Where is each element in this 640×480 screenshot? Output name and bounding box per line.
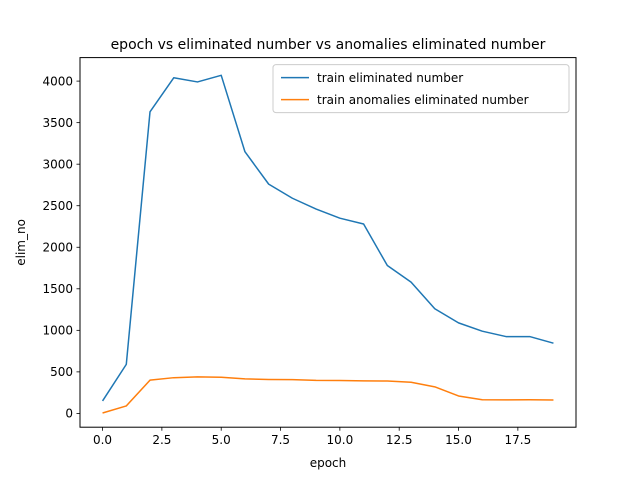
- y-tick-label: 500: [50, 365, 73, 379]
- x-axis: 0.0 2.5 5.0 7.5 10.0 12.5 15.0 17.5: [93, 427, 531, 447]
- x-tick-label: 5.0: [212, 433, 231, 447]
- x-axis-label: epoch: [310, 456, 347, 470]
- x-tick-label: 17.5: [504, 433, 531, 447]
- legend-label: train eliminated number: [317, 71, 463, 85]
- chart-title: epoch vs eliminated number vs anomalies …: [111, 37, 546, 53]
- y-tick-label: 0: [65, 407, 73, 421]
- x-tick-label: 7.5: [271, 433, 290, 447]
- series-line-0: [101, 74, 554, 402]
- series-layer: [101, 74, 554, 414]
- y-tick-label: 3000: [42, 157, 73, 171]
- y-tick-label: 1000: [42, 324, 73, 338]
- y-tick-label: 3500: [42, 116, 73, 130]
- plot-area: [79, 57, 577, 428]
- y-tick-label: 4000: [42, 74, 73, 88]
- x-tick-label: 15.0: [445, 433, 472, 447]
- x-tick-label: 2.5: [152, 433, 171, 447]
- x-tick-label: 10.0: [327, 433, 354, 447]
- y-axis-label: elim_no: [14, 219, 28, 266]
- legend-label: train anomalies eliminated number: [317, 93, 529, 107]
- y-tick-label: 2000: [42, 241, 73, 255]
- y-axis: 0 500 1000 1500 2000 2500 3000 3500 4000: [42, 74, 80, 421]
- series-line-1: [102, 376, 554, 414]
- x-tick-label: 0.0: [93, 433, 112, 447]
- y-tick-label: 2500: [42, 199, 73, 213]
- y-tick-label: 1500: [42, 282, 73, 296]
- legend: train eliminated number train anomalies e…: [272, 64, 570, 114]
- legend-box: [272, 64, 570, 114]
- x-tick-label: 12.5: [386, 433, 413, 447]
